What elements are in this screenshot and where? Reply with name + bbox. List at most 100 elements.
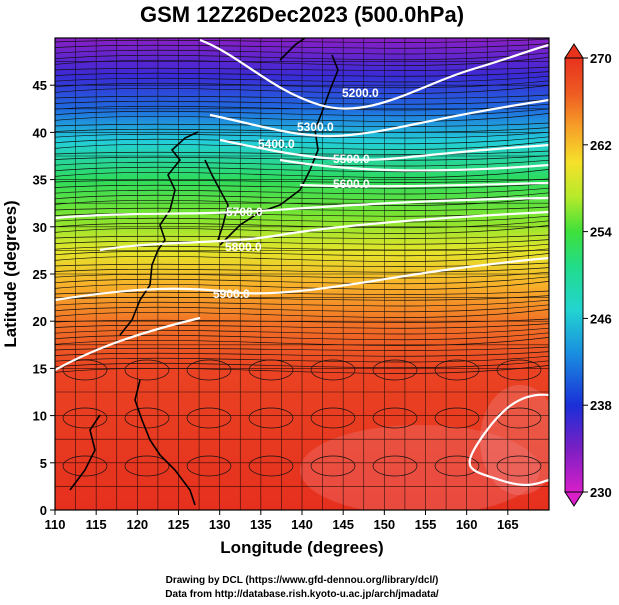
streamline-eddy [372,407,418,429]
x-tick-label: 120 [126,517,148,532]
colorbar-tick-label: 262 [590,138,612,153]
streamline-eddy [434,407,480,429]
x-tick-label: 140 [291,517,313,532]
streamline-eddy [372,359,418,381]
contour-line [299,181,549,188]
contour-line [468,393,549,487]
streamline [55,71,549,77]
streamline [55,220,549,229]
y-axis: 0 5 10 15 20 25 30 35 40 45 [33,78,55,518]
streamline [55,239,549,245]
streamline [55,309,549,318]
contour-label: 5700.0 [226,205,263,219]
x-tick-label: 155 [415,517,437,532]
x-tick-label: 130 [209,517,231,532]
y-tick-label: 45 [33,78,47,93]
y-tick-label: 15 [33,361,47,376]
japan-coast [219,54,339,246]
streamline [55,337,549,346]
streamline-eddy [248,407,294,429]
streamline-eddy [310,359,356,381]
streamline-eddy [248,359,294,381]
contour-line [219,138,549,161]
streamline-eddy [186,359,232,381]
y-tick-label: 5 [40,456,47,471]
contour-line [99,210,549,252]
streamline [55,197,549,206]
contour-label: 5600.0 [333,177,370,191]
y-tick-label: 20 [33,314,47,329]
streamline [55,346,549,351]
streamline [55,178,549,183]
streamline [55,122,549,127]
streamline [55,113,549,122]
streamline-eddy [62,455,108,477]
streamline-eddy [434,455,480,477]
streamline [55,318,549,323]
streamline [55,248,549,257]
streamline [55,267,549,273]
streamline [55,103,549,111]
streamline [55,169,549,178]
streamline [55,355,549,363]
height-contours [55,38,549,487]
contour-line [209,98,549,138]
streamlines [55,38,549,477]
streamline [55,276,549,285]
streamline-eddy [310,455,356,477]
streamline [55,192,549,201]
colorbar-tick-label: 230 [590,485,612,500]
streamline-eddy [186,407,232,429]
x-axis-title: Longitude (degrees) [220,538,383,557]
streamline [55,85,549,94]
streamline [55,136,549,145]
streamline-eddy [124,359,170,381]
streamline [55,108,549,117]
x-tick-label: 160 [456,517,478,532]
y-tick-label: 40 [33,125,47,140]
philippines-coast [134,379,196,506]
streamline [55,80,549,89]
x-tick-label: 115 [86,517,107,532]
streamline [55,234,549,239]
contour-line [199,38,549,110]
x-tick-label: 145 [332,517,354,532]
streamline [55,304,549,313]
streamline-eddy [186,455,232,477]
streamline [55,253,549,262]
sakhalin-coast [279,38,306,61]
streamline [55,38,549,43]
streamline [55,332,549,341]
streamline-eddy [372,455,418,477]
x-tick-label: 165 [497,517,519,532]
streamline-eddy [496,455,542,477]
colorbar: 270 262 254 246 238 230 [564,43,612,507]
warm-patch [300,425,540,510]
contour-label: 5500.0 [333,152,370,166]
contour-line [55,256,549,302]
streamline [55,159,549,167]
streamline [55,66,549,71]
streamline [55,271,549,279]
streamline [55,131,549,139]
indochina-coast [69,414,101,491]
streamline-eddy [124,407,170,429]
contour-label: 5900.0 [213,287,250,301]
streamline [55,183,549,189]
streamline-eddy [124,455,170,477]
y-tick-label: 25 [33,267,47,282]
streamline [55,351,549,357]
coastlines [69,38,339,506]
y-axis-title: Latitude (degrees) [1,200,20,347]
contour-label: 5800.0 [225,240,262,254]
streamline [55,215,549,223]
streamline [55,141,549,150]
colorbar-tick-label: 270 [590,51,612,66]
streamline-eddy [62,359,108,381]
plot-area: 5200.0 5300.0 5400.0 5500.0 5600.0 5700.… [55,38,549,510]
streamline [55,75,549,83]
streamline-eddy [248,455,294,477]
streamline [55,52,549,61]
streamline-eddy [434,359,480,381]
